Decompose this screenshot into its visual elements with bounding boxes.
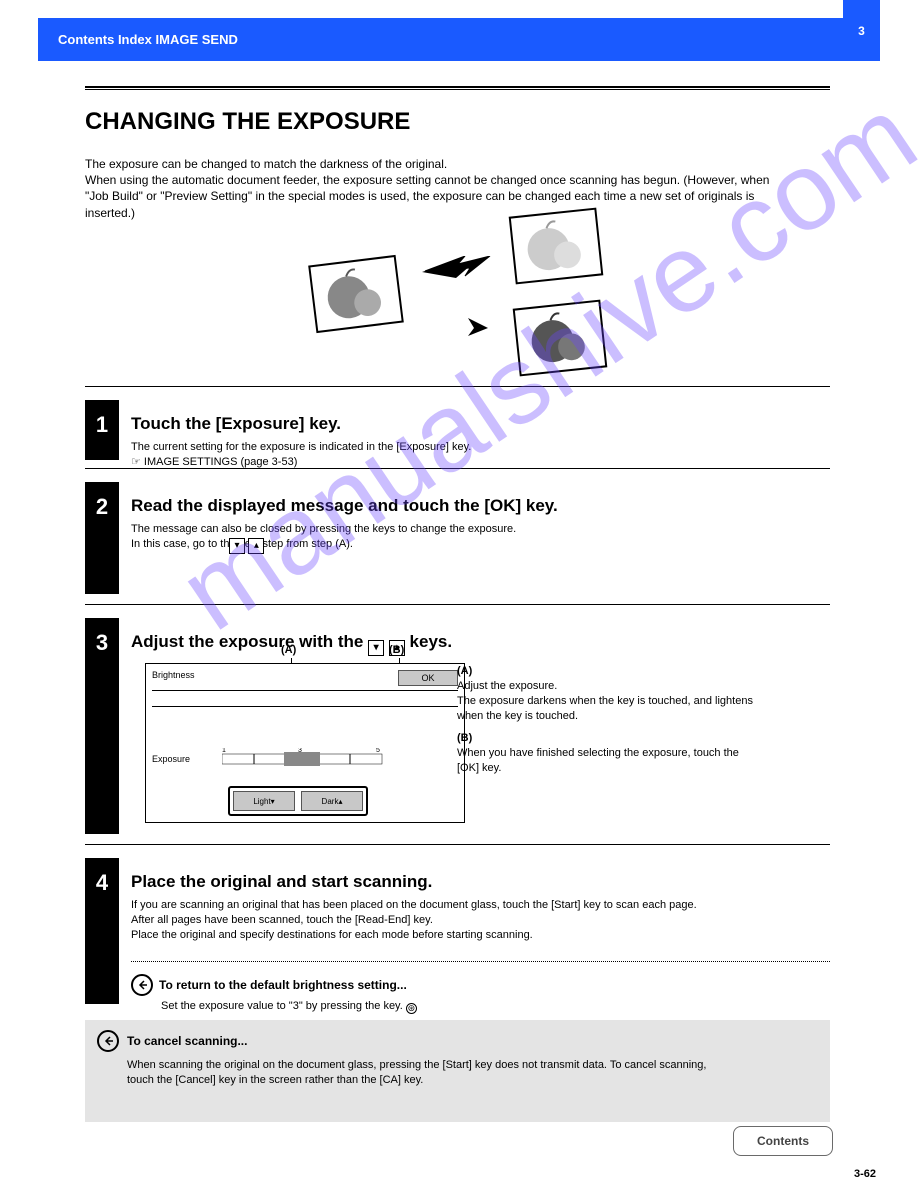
dark-button[interactable]: Dark ▴: [301, 791, 363, 811]
step-number: 3: [85, 618, 119, 834]
breadcrumb: Contents Index IMAGE SEND: [58, 32, 238, 47]
intro-line: The exposure can be changed to match the…: [85, 156, 769, 172]
light-button[interactable]: Light ▾: [233, 791, 295, 811]
back-icon: [131, 974, 153, 996]
svg-text:5: 5: [376, 748, 380, 754]
step3-description: (A) Adjust the exposure. The exposure da…: [457, 664, 817, 776]
step-2: 2 Read the displayed message and touch t…: [85, 468, 830, 594]
intro-line: "Job Build" or "Preview Setting" in the …: [85, 188, 769, 204]
photo-dark: [513, 300, 608, 377]
step-number: 2: [85, 482, 119, 594]
svg-text:3: 3: [298, 748, 302, 754]
step-1: 1 Touch the [Exposure] key. The current …: [85, 386, 830, 460]
callout-b-label: (B): [389, 644, 404, 656]
ca-icon: ⊛: [406, 1003, 417, 1014]
step-4: 4 Place the original and start scanning.…: [85, 844, 830, 1004]
light-dark-buttons: Light ▾ Dark ▴: [228, 786, 368, 816]
step-heading: Place the original and start scanning.: [131, 871, 830, 892]
tip-box: To cancel scanning... When scanning the …: [85, 1020, 830, 1122]
svg-text:1: 1: [222, 748, 226, 754]
step-3: 3 Adjust the exposure with the ▾ ▴ keys.…: [85, 604, 830, 834]
photo-original: [308, 255, 404, 333]
step-text: The current setting for the exposure is …: [131, 440, 830, 470]
exposure-scale: 1 3 5: [222, 748, 458, 770]
step-number: 1: [85, 400, 119, 460]
section-tab-number: 3: [858, 24, 865, 38]
tip-body: When scanning the original on the docume…: [127, 1058, 818, 1088]
back-icon: [97, 1030, 119, 1052]
up-key-icon: ▴: [248, 538, 264, 554]
step-number: 4: [85, 858, 119, 1004]
return-default-label: To return to the default brightness sett…: [159, 978, 407, 992]
contents-button[interactable]: Contents: [733, 1126, 833, 1156]
down-key-icon: ▾: [368, 640, 384, 656]
photo-light: [509, 208, 604, 285]
arrow-dark-icon: [424, 306, 504, 356]
callout-a-label: (A): [281, 644, 296, 656]
panel-title: Brightness: [152, 670, 195, 680]
return-default-text: Set the exposure value to "3" by pressin…: [161, 1000, 830, 1012]
ok-button[interactable]: OK: [398, 670, 458, 686]
section-tab: 3: [843, 0, 880, 61]
tip-heading: To cancel scanning...: [127, 1034, 247, 1048]
title-rule: [85, 86, 830, 90]
brightness-panel: Brightness OK Exposure 1 3: [145, 663, 465, 823]
exposure-illustration: [312, 212, 628, 372]
step-heading: Adjust the exposure with the ▾ ▴ keys.: [131, 631, 830, 653]
down-key-icon: ▾: [229, 538, 245, 554]
step-heading: Touch the [Exposure] key.: [131, 413, 830, 434]
exposure-label: Exposure: [152, 754, 190, 764]
page-number: 3-62: [854, 1168, 876, 1180]
page-title: CHANGING THE EXPOSURE: [85, 108, 410, 136]
step-text: If you are scanning an original that has…: [131, 898, 830, 943]
intro-line: When using the automatic document feeder…: [85, 172, 769, 188]
return-default-row: To return to the default brightness sett…: [131, 972, 830, 996]
step-heading: Read the displayed message and touch the…: [131, 495, 830, 516]
